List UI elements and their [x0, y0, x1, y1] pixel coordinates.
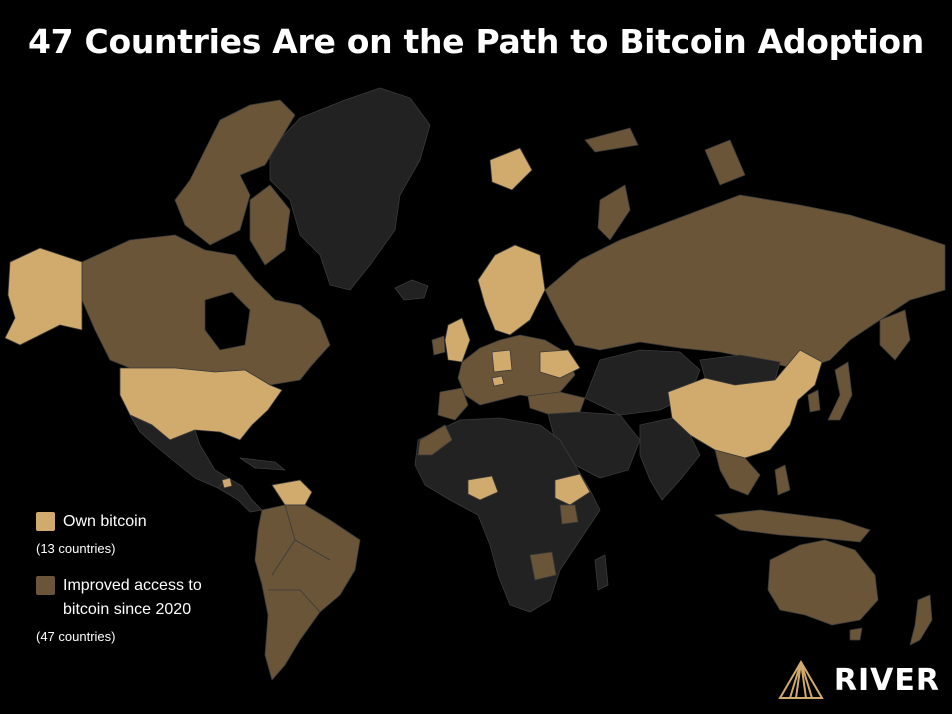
legend: Own bitcoin (13 countries) Improved acce… — [36, 510, 276, 656]
region-svalbard — [489, 147, 533, 191]
region-arctic-russia-islands — [584, 127, 746, 186]
region-uk — [444, 317, 471, 363]
region-russia — [544, 194, 946, 371]
region-scandinavia — [477, 244, 546, 336]
region-southern-africa — [529, 551, 557, 581]
region-turkey — [527, 391, 586, 415]
region-south-america-borders — [268, 504, 331, 613]
region-australia — [767, 539, 879, 626]
region-iceland — [394, 279, 429, 301]
region-venezuela — [271, 479, 313, 506]
region-philippines — [774, 464, 791, 496]
region-morocco — [417, 424, 453, 456]
legend-label-own: Own bitcoin — [63, 513, 147, 530]
region-madagascar — [594, 554, 609, 591]
region-india — [639, 417, 701, 501]
region-novaya-zemlya — [597, 184, 631, 241]
region-new-zealand — [909, 594, 933, 646]
region-russia-far-east — [879, 309, 911, 361]
region-alaska — [4, 247, 83, 346]
legend-item-own: Own bitcoin (13 countries) — [36, 510, 276, 560]
river-logo-icon — [778, 660, 824, 699]
region-south-america — [254, 504, 361, 681]
legend-label-improved: Improved access to bitcoin since 2020 — [63, 577, 202, 618]
region-indonesia — [714, 509, 871, 543]
legend-count-improved: (47 countries) — [36, 629, 116, 644]
region-el-salvador — [221, 477, 233, 489]
map-title: 47 Countries Are on the Path to Bitcoin … — [28, 22, 924, 61]
region-nigeria — [467, 475, 499, 501]
region-canada-arctic-east — [249, 184, 291, 266]
region-kenya — [559, 504, 579, 525]
legend-swatch-own — [36, 512, 55, 531]
legend-item-improved: Improved access to bitcoin since 2020 (4… — [36, 574, 276, 648]
region-germany — [491, 349, 513, 373]
region-korea — [807, 389, 821, 413]
legend-count-own: (13 countries) — [36, 541, 116, 556]
region-japan — [827, 361, 853, 421]
region-tasmania — [849, 627, 863, 641]
region-ireland — [431, 335, 446, 356]
region-cuba — [239, 457, 286, 471]
region-southeast-asia — [714, 449, 761, 496]
region-hudson-bay — [204, 291, 251, 351]
region-china — [667, 349, 823, 459]
region-canada-arctic — [174, 99, 296, 246]
region-iberia — [437, 387, 469, 421]
river-logo: RIVER — [778, 660, 940, 700]
legend-swatch-improved — [36, 576, 55, 595]
region-switzerland — [491, 375, 505, 387]
region-ethiopia — [554, 473, 591, 506]
region-greenland — [269, 87, 431, 291]
river-logo-text: RIVER — [833, 662, 940, 698]
region-ukraine — [539, 349, 581, 379]
